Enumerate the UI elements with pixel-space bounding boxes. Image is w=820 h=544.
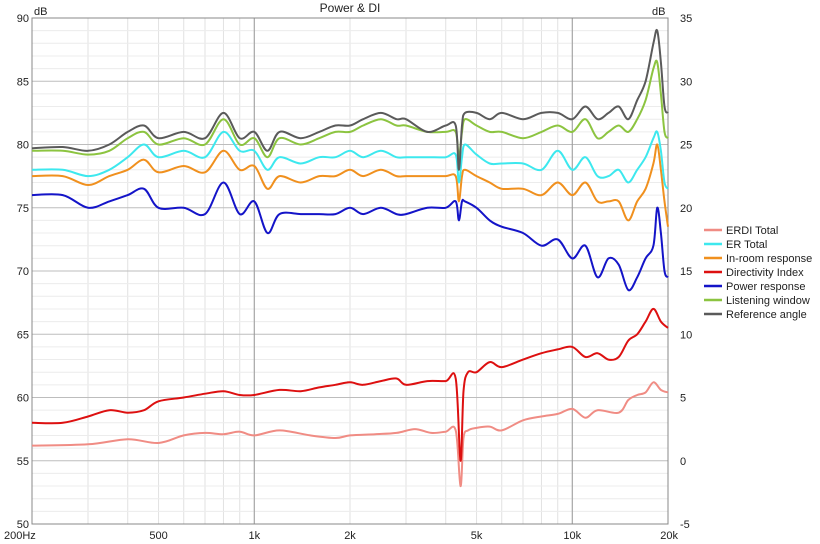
series-line-er-total <box>31 130 669 190</box>
y-right-tick-label: -5 <box>680 519 690 531</box>
y-left-tick-label: 70 <box>17 266 29 278</box>
x-tick-label: 10k <box>563 530 581 542</box>
x-tick-label: 1k <box>248 530 260 542</box>
legend: ERDI Total ER Total In-room response Direct… <box>704 225 812 321</box>
y-right-tick-label: 15 <box>680 266 692 278</box>
x-ticks: 200Hz 500 1k 2k 5k 10k 20k <box>4 530 678 542</box>
y-right-tick-label: 5 <box>680 393 686 405</box>
y-right-ticks: 35 30 25 20 15 10 5 0 -5 <box>680 13 692 531</box>
y-right-tick-label: 30 <box>680 76 692 88</box>
plot-frame <box>31 17 669 525</box>
y-left-tick-label: 85 <box>17 76 29 88</box>
y-right-tick-label: 25 <box>680 140 692 152</box>
y-left-tick-label: 50 <box>17 519 29 531</box>
legend-label-listening-window: Listening window <box>726 295 810 307</box>
series-line-listening-window <box>31 59 669 159</box>
y-left-tick-label: 90 <box>17 13 29 25</box>
y-left-tick-label: 55 <box>17 456 29 468</box>
x-tick-label: 500 <box>149 530 167 542</box>
series-line-power-response <box>31 181 669 292</box>
x-tick-label: 5k <box>471 530 483 542</box>
y-left-tick-label: 75 <box>17 203 29 215</box>
chart-title: Power & DI <box>320 1 381 15</box>
series-line-in-room-response <box>31 143 669 227</box>
y-left-tick-label: 60 <box>17 393 29 405</box>
legend-label-in-room-response: In-room response <box>726 253 812 265</box>
y-left-tick-label: 80 <box>17 140 29 152</box>
x-tick-label: 200Hz <box>4 530 36 542</box>
legend-label-directivity-index: Directivity Index <box>726 267 804 279</box>
y-left-tick-label: 65 <box>17 329 29 341</box>
x-tick-label: 20k <box>660 530 678 542</box>
y-left-ticks: 90 85 80 75 70 65 60 55 50 <box>17 13 29 531</box>
legend-label-erdi-total: ERDI Total <box>726 225 778 237</box>
y-right-tick-label: 20 <box>680 203 692 215</box>
series-line-directivity-index <box>31 307 669 462</box>
y-right-tick-label: 0 <box>680 456 686 468</box>
legend-label-reference-angle: Reference angle <box>726 309 807 321</box>
legend-label-er-total: ER Total <box>726 239 767 251</box>
series-line-erdi-total <box>31 381 669 488</box>
legend-label-power-response: Power response <box>726 281 806 293</box>
y-right-unit-label: dB <box>652 6 665 18</box>
grid <box>32 17 668 525</box>
y-right-tick-label: 10 <box>680 329 692 341</box>
series-lines <box>31 28 669 488</box>
y-left-unit-label: dB <box>34 6 47 18</box>
y-right-tick-label: 35 <box>680 13 692 25</box>
series-line-reference-angle <box>31 28 669 171</box>
x-tick-label: 2k <box>344 530 356 542</box>
